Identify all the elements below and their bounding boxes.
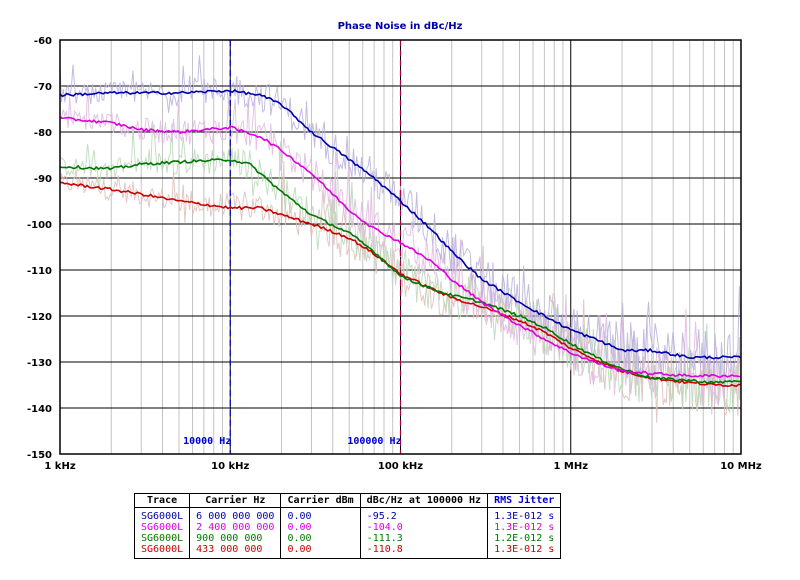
col-carrier-dbm: Carrier dBm <box>280 493 361 508</box>
raw-trace-line <box>59 123 742 413</box>
series-line <box>59 88 742 360</box>
x-axis-tick-labels: 1 kHz 10 kHz 100 kHz 1 MHz 10 MHz <box>44 461 762 472</box>
plot-frame <box>59 39 742 455</box>
rms-jitter: 1.2E-012 s <box>494 533 555 544</box>
table-row: SG6000L 2 400 000 000 0.00 -104.0 1.3E-012 s <box>134 522 561 533</box>
carrier-dbm: 0.00 <box>280 533 361 544</box>
trace-name: SG6000L <box>134 507 191 522</box>
y-tick-label: -150 <box>27 450 52 461</box>
y-tick-label: -130 <box>27 358 52 369</box>
y-tick-label: -80 <box>34 128 52 139</box>
x-tick-label: 10 MHz <box>720 461 762 472</box>
dbc-value: -104.0 <box>360 522 489 533</box>
y-tick-label: -60 <box>34 36 52 47</box>
carrier-dbm: 0.00 <box>280 522 361 533</box>
smoothed-traces <box>59 88 742 388</box>
x-tick-label: 1 MHz <box>553 461 588 472</box>
col-carrier-hz: Carrier Hz <box>189 493 282 508</box>
col-trace: Trace <box>134 493 191 508</box>
carrier-dbm: 0.00 <box>280 544 361 559</box>
dbc-value: -110.8 <box>360 544 489 559</box>
y-tick-label: -140 <box>27 404 52 415</box>
marker-label: 100000 Hz <box>347 436 401 447</box>
table-row: SG6000L 433 000 000 0.00 -110.8 1.3E-012 s <box>134 544 561 559</box>
carrier-hz: 900 000 000 <box>189 533 282 544</box>
carrier-dbm: 0.00 <box>280 507 361 522</box>
y-tick-label: -100 <box>27 220 52 231</box>
col-rms-jitter: RMS Jitter <box>487 493 561 508</box>
carrier-hz: 433 000 000 <box>189 544 282 559</box>
series-line <box>59 158 741 385</box>
series-line <box>59 116 742 378</box>
carrier-hz: 6 000 000 000 <box>189 507 282 522</box>
trace-summary-table: Trace Carrier Hz Carrier dBm dBc/Hz at 1… <box>134 493 562 559</box>
rms-jitter: 1.3E-012 s <box>494 511 555 522</box>
rms-jitter: 1.3E-012 s <box>494 522 555 533</box>
table-row: SG6000L 900 000 000 0.00 -111.3 1.2E-012 s <box>134 533 561 544</box>
chart-title: Phase Noise in dBc/Hz <box>338 21 463 32</box>
y-tick-label: -90 <box>34 174 52 185</box>
dbc-value: -111.3 <box>360 533 489 544</box>
x-tick-label: 100 kHz <box>378 461 423 472</box>
y-tick-label: -110 <box>27 266 52 277</box>
minor-grid <box>110 40 734 454</box>
table-row: SG6000L 6 000 000 000 0.00 -95.2 1.3E-012 s <box>134 507 561 522</box>
x-tick-label: 1 kHz <box>44 461 75 472</box>
marker-label: 10000 Hz <box>183 436 231 447</box>
y-tick-label: -120 <box>27 312 52 323</box>
carrier-hz: 2 400 000 000 <box>189 522 282 533</box>
trace-name: SG6000L <box>134 533 191 544</box>
dbc-value: -95.2 <box>360 507 489 522</box>
x-tick-label: 10 kHz <box>211 461 249 472</box>
rms-jitter: 1.3E-012 s <box>494 544 555 555</box>
phase-noise-chart: Phase Noise in dBc/Hz 10000 Hz 100000 Hz … <box>27 21 762 472</box>
trace-name: SG6000L <box>134 522 191 533</box>
trace-name: SG6000L <box>134 544 191 559</box>
col-dbc: dBc/Hz at 100000 Hz <box>360 493 489 508</box>
y-axis-tick-labels: -60 -70 -80 -90 -100 -110 -120 -130 -140 -150 <box>27 36 52 461</box>
y-tick-label: -70 <box>34 82 52 93</box>
frequency-markers: 10000 Hz 100000 Hz <box>183 40 402 454</box>
